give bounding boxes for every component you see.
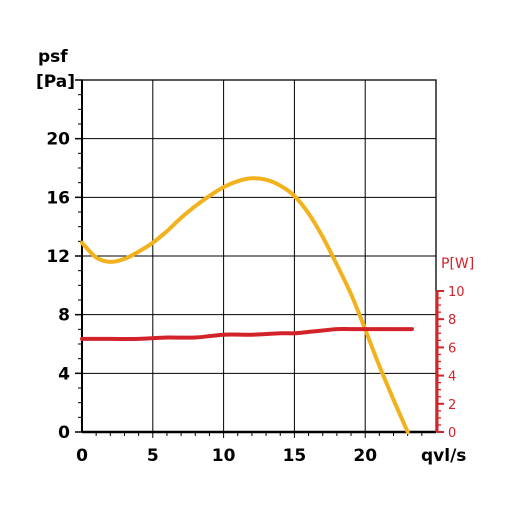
power-axis-label: P[W] xyxy=(441,256,474,272)
psf-curve xyxy=(80,176,410,434)
y-tick-label: 8 xyxy=(58,306,70,326)
y-tick-label: 12 xyxy=(46,247,70,267)
y-tick-label: 20 xyxy=(46,130,70,150)
power-tick-label: 10 xyxy=(448,285,465,300)
y-axis-label-line1: psf xyxy=(38,47,68,67)
curves xyxy=(80,176,414,434)
x-tick-label: 20 xyxy=(353,446,377,466)
minor-ticks xyxy=(75,79,423,438)
y-tick-label: 0 xyxy=(58,423,70,443)
y-axis-label-line2: [Pa] xyxy=(36,72,75,92)
power-axis xyxy=(435,290,444,433)
power-tick-label: 4 xyxy=(448,370,456,385)
x-tick-label: 10 xyxy=(212,446,236,466)
x-tick-labels: 0 5 10 15 20 xyxy=(76,446,377,466)
x-tick-label: 15 xyxy=(283,446,307,466)
x-tick-label: 0 xyxy=(76,446,88,466)
power-tick-labels: 0 2 4 6 8 10 xyxy=(448,285,465,441)
x-axis-label: qvl/s xyxy=(421,446,466,466)
y-tick-labels: 0 4 8 12 16 20 xyxy=(46,130,70,443)
power-curve xyxy=(80,326,414,342)
power-tick-label: 8 xyxy=(448,313,456,328)
power-tick-label: 0 xyxy=(448,426,456,441)
power-tick-label: 2 xyxy=(448,398,456,413)
y-tick-label: 4 xyxy=(58,364,70,384)
x-tick-label: 5 xyxy=(147,446,159,466)
power-tick-label: 6 xyxy=(448,341,456,356)
y-tick-label: 16 xyxy=(46,188,70,208)
labels: psf [Pa] qvl/s P[W] xyxy=(36,47,474,466)
